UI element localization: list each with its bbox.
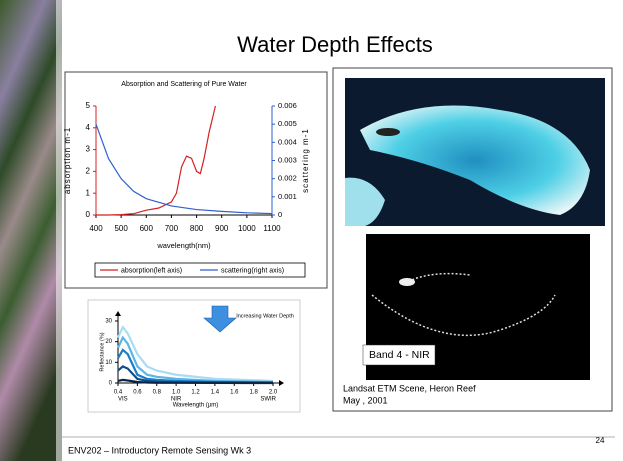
y2-axis-label: scattering m-1 — [301, 128, 310, 193]
y-tick-label: 3 — [86, 145, 91, 154]
x-tick-label: 1.8 — [249, 390, 258, 396]
chart-title: Absorption and Scattering of Pure Water — [121, 81, 247, 88]
island — [376, 128, 400, 136]
x-tick-label: 0.6 — [133, 390, 142, 396]
x-tick-label: 2.0 — [269, 390, 278, 396]
x-tick-label: 400 — [89, 224, 103, 233]
y-tick-label: 1 — [86, 188, 91, 197]
y2-tick-label: 0 — [278, 210, 282, 219]
y-axis-label: Reflectance (%) — [99, 332, 105, 371]
x-axis-label: Wavelength (µm) — [173, 403, 219, 409]
y2-tick-label: 0.004 — [278, 137, 297, 146]
x-tick-label: 700 — [165, 224, 179, 233]
x-tick-label: 500 — [114, 224, 128, 233]
y2-tick-label: 0.001 — [278, 192, 297, 201]
caption: Landsat ETM Scene, Heron Reef — [343, 383, 476, 393]
x-tick-label: 1.0 — [172, 390, 181, 396]
y-tick-label: 4 — [86, 123, 91, 132]
y2-tick-label: 0.003 — [278, 155, 297, 164]
y-tick-label: 2 — [86, 167, 91, 176]
region-label: SWIR — [260, 397, 276, 403]
annotation: Increasing Water Depth — [236, 313, 294, 319]
island — [399, 278, 415, 286]
x-tick-label: 0.8 — [153, 390, 162, 396]
legend-label: scattering(right axis) — [221, 267, 284, 274]
y-tick-label: 5 — [86, 101, 91, 110]
x-tick-label: 1.4 — [211, 390, 220, 396]
legend-label: absorption(left axis) — [121, 267, 182, 274]
x-tick-label: 900 — [215, 224, 229, 233]
region-label: VIS — [118, 397, 128, 403]
y2-tick-label: 0.005 — [278, 119, 297, 128]
x-tick-label: 1100 — [263, 224, 281, 233]
x-tick-label: 1000 — [238, 224, 256, 233]
y-tick-label: 0 — [86, 210, 91, 219]
x-tick-label: 1.2 — [191, 390, 200, 396]
page: Water Depth Effects 0 1 2 3 4 5 400 500 600 700 80… — [0, 0, 623, 461]
y-tick-label: 30 — [105, 319, 112, 325]
y-axis-label: absorption m-1 — [63, 127, 72, 194]
image-label: Band 4 - NIR — [369, 349, 430, 361]
y2-tick-label: 0.006 — [278, 101, 297, 110]
x-tick-label: 1.6 — [230, 390, 239, 396]
side-edge — [56, 0, 62, 461]
caption: May , 2001 — [343, 395, 388, 405]
slide-title: Water Depth Effects — [237, 32, 433, 57]
y-tick-label: 10 — [105, 360, 112, 366]
region-label: NIR — [171, 397, 182, 403]
x-axis-label: wavelength(nm) — [156, 241, 211, 250]
footer: ENV202 – Introductory Remote Sensing Wk … — [68, 445, 251, 455]
side-image — [0, 0, 62, 461]
x-tick-label: 0.4 — [114, 390, 123, 396]
page-number: 24 — [596, 436, 605, 445]
y2-tick-label: 0.002 — [278, 174, 297, 183]
slide: Water Depth Effects 0 1 2 3 4 5 400 500 600 700 80… — [0, 0, 623, 461]
x-tick-label: 800 — [190, 224, 204, 233]
x-tick-label: 600 — [140, 224, 154, 233]
y-tick-label: 20 — [105, 339, 112, 345]
